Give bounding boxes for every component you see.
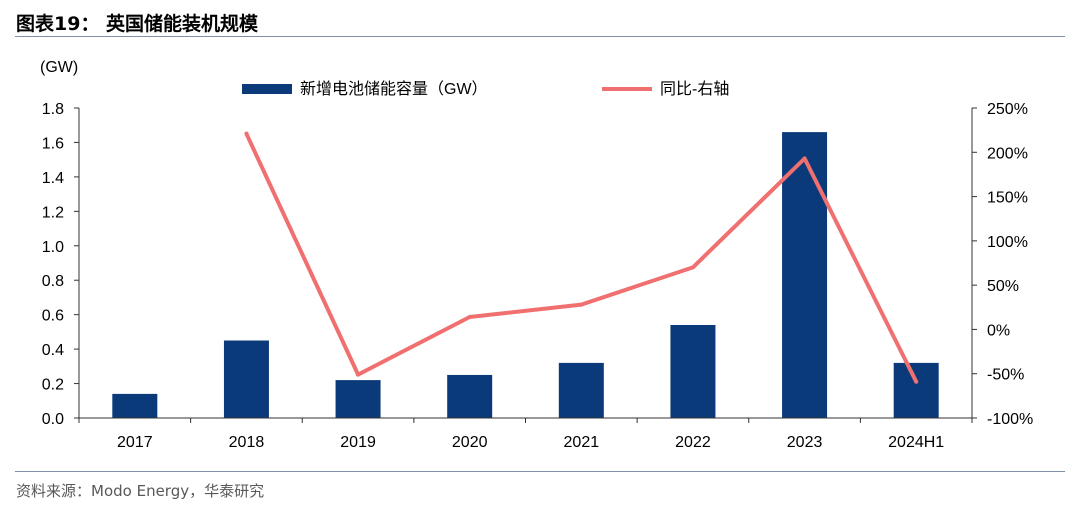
bar [223, 340, 269, 418]
source-note: 资料来源：Modo Energy，华泰研究 [16, 482, 265, 500]
yoy-point [467, 315, 472, 320]
y-tick-label-left: 0.6 [42, 308, 64, 325]
x-tick-label: 2018 [229, 434, 265, 451]
y-axis-label: (GW) [40, 59, 78, 76]
bar [112, 393, 158, 418]
bar [893, 362, 939, 418]
bar [447, 374, 493, 418]
yoy-point [914, 379, 919, 384]
bar [335, 380, 381, 418]
yoy-point [690, 265, 695, 270]
chart: (GW) 新增电池储能容量（GW） 同比-右轴 1.8 1.6 1.4 1.2 1.0 0… [40, 59, 1034, 451]
yoy-point [579, 302, 584, 307]
y-tick-label-right: 250% [987, 101, 1028, 118]
y-tick-label-left: 1.8 [42, 101, 64, 118]
y-tick-label-left: 1.6 [42, 135, 64, 152]
y-tick-label-right: 150% [987, 190, 1028, 207]
chart-title: 图表19： 英国储能装机规模 [16, 13, 259, 35]
bar [782, 132, 828, 418]
y-tick-label-left: 0.8 [42, 273, 64, 290]
y-tick-label-right: 0% [987, 322, 1010, 339]
bar [670, 325, 716, 418]
yoy-point [356, 372, 361, 377]
bar [558, 362, 604, 418]
yoy-point [244, 131, 249, 136]
x-tick-label: 2019 [340, 434, 376, 451]
x-tick-label: 2021 [564, 434, 600, 451]
y-tick-label-left: 1.0 [42, 239, 64, 256]
y-tick-label-left: 1.2 [42, 204, 64, 221]
legend-swatch-bar [242, 84, 292, 94]
x-tick-label: 2024H1 [888, 434, 944, 451]
y-tick-label-left: 0.4 [42, 342, 64, 359]
y-tick-label-right: 200% [987, 145, 1028, 162]
footer-divider [15, 471, 1065, 472]
y-tick-label-left: 0.0 [42, 411, 64, 428]
y-tick-label-right: -50% [987, 367, 1024, 384]
y-tick-label-right: -100% [987, 411, 1033, 428]
y-tick-label-right: 50% [987, 278, 1019, 295]
x-tick-label: 2023 [787, 434, 823, 451]
title-divider [15, 36, 1065, 37]
y-tick-label-left: 0.2 [42, 377, 64, 394]
y-tick-label-right: 100% [987, 234, 1028, 251]
x-tick-label: 2020 [452, 434, 488, 451]
yoy-point [802, 156, 807, 161]
legend-label-line: 同比-右轴 [660, 80, 729, 98]
legend: 新增电池储能容量（GW） 同比-右轴 [242, 80, 729, 98]
x-tick-label: 2017 [117, 434, 153, 451]
plot-area: 1.8 1.6 1.4 1.2 1.0 0.8 0.6 0.4 0.2 0.0 250% 200% 15… [42, 101, 1034, 451]
legend-label-bar: 新增电池储能容量（GW） [300, 80, 488, 98]
x-tick-label: 2022 [675, 434, 711, 451]
y-tick-label-left: 1.4 [42, 170, 64, 187]
